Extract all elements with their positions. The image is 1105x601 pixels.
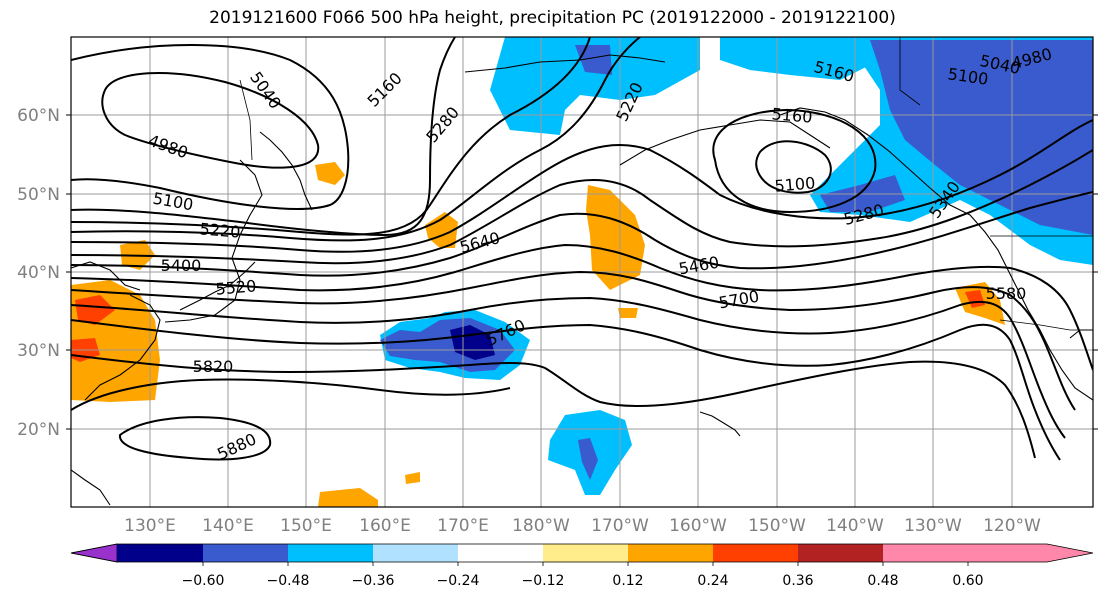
lon-label: 120°W xyxy=(983,516,1041,536)
colorbar-segment xyxy=(458,544,543,562)
colorbar: −0.60 −0.48 −0.36 −0.24 −0.12 0.12 0.24 … xyxy=(70,543,1094,589)
height-contours xyxy=(71,37,1093,461)
political-borders xyxy=(239,37,1093,331)
contour-label: 5580 xyxy=(986,284,1027,303)
colorbar-tick-label: 0.60 xyxy=(952,573,983,589)
colorbar-tick-label: −0.24 xyxy=(437,573,480,589)
lat-label: 60°N xyxy=(17,106,60,126)
lon-label: 170°W xyxy=(591,516,649,536)
contour-label: 4980 xyxy=(146,131,191,163)
colorbar-segment xyxy=(713,544,798,562)
colorbar-tick-label: 0.36 xyxy=(782,573,813,589)
contour-label: 5400 xyxy=(161,256,202,275)
colorbar-segment xyxy=(373,544,458,562)
map-area: 5040 5160 4980 5100 5220 5280 5160 5100 … xyxy=(71,37,1093,507)
contour-label: 5520 xyxy=(215,276,257,298)
lon-label: 140°E xyxy=(202,516,254,536)
colorbar-tick-label: −0.60 xyxy=(182,573,225,589)
contour-label: 5100 xyxy=(774,173,816,195)
colorbar-tick-label: 0.24 xyxy=(697,573,728,589)
contour-label: 5220 xyxy=(199,219,241,241)
axis-ticks xyxy=(66,114,1098,430)
colorbar-segment xyxy=(628,544,713,562)
colorbar-min-extension xyxy=(70,543,118,563)
lon-label: 150°W xyxy=(748,516,806,536)
lon-label: 130°E xyxy=(124,516,176,536)
lon-label: 180°W xyxy=(512,516,570,536)
lon-label: 130°W xyxy=(904,516,962,536)
lat-label: 40°N xyxy=(17,263,60,283)
colorbar-max-extension xyxy=(883,544,1093,562)
precipitation-fills xyxy=(71,37,1093,507)
contour-label: 5100 xyxy=(151,189,194,215)
contour-label: 5280 xyxy=(422,103,463,146)
lon-label: 160°E xyxy=(359,516,411,536)
latitude-labels: 60°N 50°N 40°N 30°N 20°N xyxy=(17,106,60,440)
colorbar-tick-label: −0.36 xyxy=(352,573,395,589)
colorbar-segment xyxy=(798,544,883,562)
lon-label: 150°E xyxy=(280,516,332,536)
lat-label: 20°N xyxy=(17,420,60,440)
plot-title: 2019121600 F066 500 hPa height, precipit… xyxy=(209,8,896,28)
colorbar-segment xyxy=(288,544,373,562)
colorbar-segment xyxy=(203,544,288,562)
longitude-labels: 130°E 140°E 150°E 160°E 170°E 180°W 170°… xyxy=(124,516,1041,536)
contour-label: 5820 xyxy=(193,357,234,376)
colorbar-tick-label: −0.12 xyxy=(522,573,565,589)
colorbar-tick-label: −0.48 xyxy=(267,573,310,589)
lon-label: 140°W xyxy=(826,516,884,536)
colorbar-tick-label: 0.12 xyxy=(612,573,643,589)
lon-label: 160°W xyxy=(669,516,727,536)
colorbar-segment xyxy=(543,544,628,562)
contour-label: 5700 xyxy=(717,287,760,313)
colorbar-tick-label: 0.48 xyxy=(867,573,898,589)
lat-label: 50°N xyxy=(17,185,60,205)
contour-label: 5160 xyxy=(771,104,813,126)
lon-label: 170°E xyxy=(437,516,489,536)
lat-label: 30°N xyxy=(17,341,60,361)
colorbar-segment xyxy=(117,544,203,562)
contour-label: 5460 xyxy=(677,253,720,279)
contour-label: 5640 xyxy=(458,228,502,257)
